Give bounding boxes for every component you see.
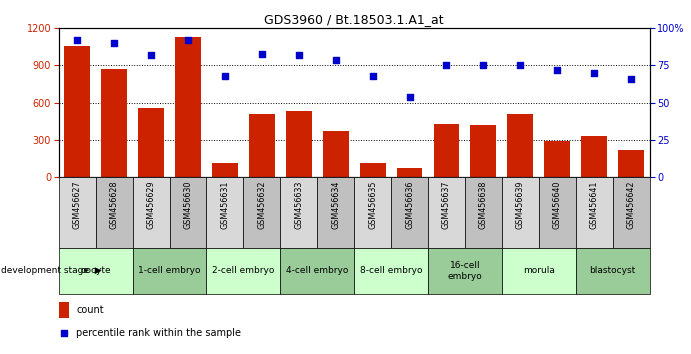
Bar [249,114,275,177]
Point [478,63,489,68]
Point [293,52,304,58]
Bar [391,177,428,248]
Text: GSM456630: GSM456630 [184,181,193,229]
Text: GSM456636: GSM456636 [405,181,414,229]
Text: count: count [77,305,104,315]
Bar [64,46,90,177]
Bar [354,177,391,248]
Text: GSM456642: GSM456642 [627,181,636,229]
Text: GSM456638: GSM456638 [479,181,488,229]
Bar [95,177,133,248]
Text: percentile rank within the sample: percentile rank within the sample [77,328,241,338]
Text: GSM456627: GSM456627 [73,181,82,229]
Bar [465,177,502,248]
Bar [317,177,354,248]
Bar [433,124,460,177]
Bar [576,248,650,294]
Bar [286,112,312,177]
Bar [59,248,133,294]
Bar [207,248,281,294]
Point [589,70,600,76]
Point [625,76,636,82]
Bar [576,177,613,248]
Bar [59,302,69,318]
Point [182,38,193,43]
Text: 16-cell
embryo: 16-cell embryo [448,261,482,280]
Text: oocyte: oocyte [80,266,111,275]
Point [72,38,83,43]
Text: blastocyst: blastocyst [589,266,636,275]
Bar [502,248,576,294]
Bar [471,125,496,177]
Text: GSM456632: GSM456632 [257,181,266,229]
Bar [281,248,354,294]
Bar [428,248,502,294]
Text: GSM456639: GSM456639 [515,181,524,229]
Bar [354,248,428,294]
Point [404,94,415,99]
Bar [133,177,169,248]
Text: 1-cell embryo: 1-cell embryo [138,266,201,275]
Text: GSM456628: GSM456628 [110,181,119,229]
Text: development stage  ▶: development stage ▶ [1,266,102,275]
Text: morula: morula [523,266,555,275]
Point [515,63,526,68]
Point [367,73,378,79]
Text: GSM456640: GSM456640 [553,181,562,229]
Text: GSM456641: GSM456641 [589,181,598,229]
Bar [581,136,607,177]
Text: GSM456637: GSM456637 [442,181,451,229]
Point [59,330,70,336]
Point [219,73,230,79]
Bar [507,114,533,177]
Bar [281,177,317,248]
Bar [101,69,127,177]
Point [330,57,341,62]
Bar [613,177,650,248]
Bar [175,37,201,177]
Text: GSM456633: GSM456633 [294,181,303,229]
Bar [502,177,539,248]
Point [441,63,452,68]
Point [146,52,157,58]
Bar [539,177,576,248]
Bar [138,108,164,177]
Bar [397,168,422,177]
Text: 2-cell embryo: 2-cell embryo [212,266,274,275]
Text: GSM456631: GSM456631 [220,181,229,229]
Bar [360,164,386,177]
Point [551,67,562,73]
Bar [59,177,95,248]
Text: GSM456629: GSM456629 [146,181,155,229]
Bar [545,141,570,177]
Text: 8-cell embryo: 8-cell embryo [360,266,422,275]
Bar [133,248,207,294]
Bar [243,177,281,248]
Bar [323,131,348,177]
Title: GDS3960 / Bt.18503.1.A1_at: GDS3960 / Bt.18503.1.A1_at [265,13,444,26]
Text: GSM456635: GSM456635 [368,181,377,229]
Bar [212,164,238,177]
Point [108,40,120,46]
Bar [169,177,207,248]
Bar [618,150,644,177]
Bar [428,177,465,248]
Text: GSM456634: GSM456634 [331,181,340,229]
Text: 4-cell embryo: 4-cell embryo [286,266,348,275]
Point [256,51,267,56]
Bar [207,177,243,248]
